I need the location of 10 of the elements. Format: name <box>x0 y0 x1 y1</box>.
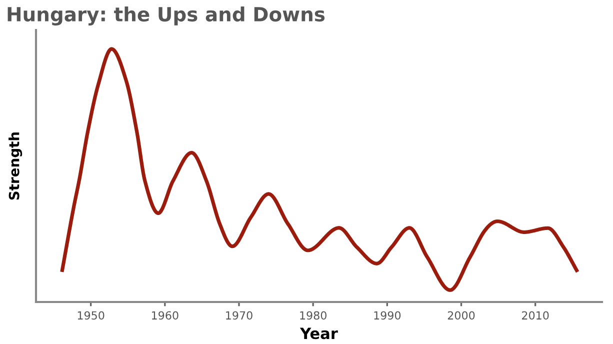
y-axis-title: Strength <box>8 132 22 200</box>
x-tick-label: 1980 <box>300 311 326 320</box>
x-tick-label: 2000 <box>448 311 475 320</box>
x-tick-label: 1950 <box>78 311 104 320</box>
chart-title: Hungary: the Ups and Downs <box>8 6 325 26</box>
x-tick-label: 1990 <box>374 311 401 320</box>
x-tick-label: 2010 <box>522 311 549 320</box>
x-tick-label: 1960 <box>152 311 178 320</box>
x-tick-label: 1970 <box>226 311 252 320</box>
x-axis-title: Year <box>300 328 338 340</box>
